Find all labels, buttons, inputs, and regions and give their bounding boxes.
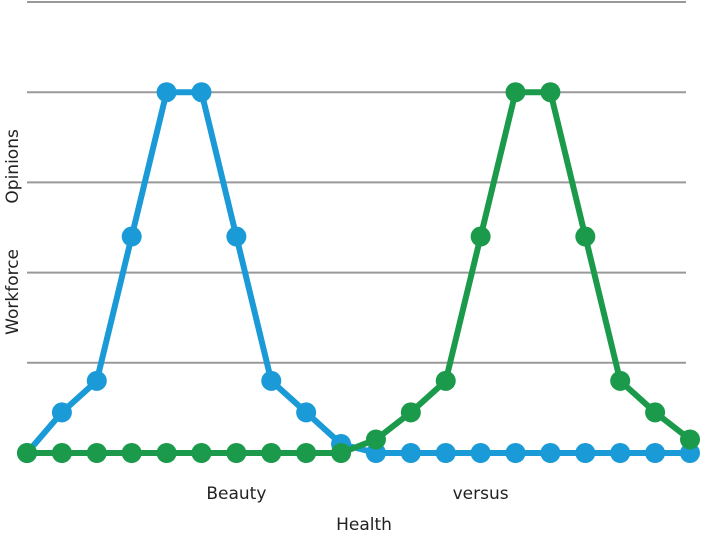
data-point — [156, 82, 177, 103]
data-point — [470, 226, 491, 247]
data-point — [121, 226, 142, 247]
data-point — [400, 443, 421, 463]
data-point — [470, 443, 491, 463]
data-point — [400, 402, 421, 423]
data-point — [296, 402, 317, 423]
data-point — [156, 443, 177, 463]
data-point — [296, 443, 317, 463]
data-point — [505, 82, 526, 103]
data-point — [226, 443, 247, 463]
x-tick-label: versus — [453, 484, 509, 504]
data-point — [261, 443, 282, 463]
data-point — [365, 429, 386, 450]
data-point — [575, 226, 596, 247]
data-point — [191, 82, 212, 103]
data-point — [645, 402, 666, 423]
data-point — [17, 443, 37, 463]
data-point — [191, 443, 212, 463]
x-tick-label: Beauty — [206, 484, 266, 504]
data-point — [680, 429, 700, 450]
data-point — [51, 443, 72, 463]
data-point — [435, 370, 456, 391]
data-point — [226, 226, 247, 247]
data-point — [610, 370, 631, 391]
data-point — [575, 443, 596, 463]
x-axis-title: Health — [336, 515, 392, 535]
data-point — [505, 443, 526, 463]
data-point — [540, 443, 561, 463]
data-point — [435, 443, 456, 463]
data-point — [610, 443, 631, 463]
data-point — [261, 370, 282, 391]
data-point — [121, 443, 142, 463]
data-point — [51, 402, 72, 423]
data-point — [331, 443, 352, 463]
data-point — [645, 443, 666, 463]
data-point — [86, 443, 107, 463]
data-point — [86, 370, 107, 391]
data-point — [540, 82, 561, 103]
y-axis-title: Workforce Opinions — [3, 129, 23, 335]
